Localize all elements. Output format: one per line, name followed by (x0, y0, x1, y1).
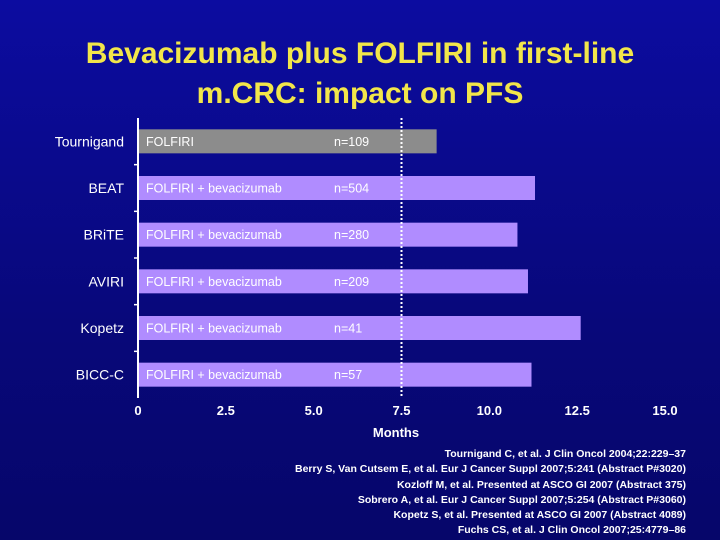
category-label: BEAT (88, 180, 124, 196)
bar-aviri (139, 269, 528, 294)
category-label: BRiTE (84, 227, 124, 243)
x-tick-label: 15.0 (652, 403, 677, 418)
bar-label: FOLFIRI + bevacizumab (146, 275, 282, 289)
title-line-1: Bevacizumab plus FOLFIRI in first-line (85, 37, 635, 70)
x-tick-label: 10.0 (477, 403, 502, 418)
reference-6: Fuchs CS, et al. J Clin Oncol 2007;25:47… (457, 524, 686, 537)
bar-beat (139, 176, 536, 200)
x-tick-label: 7.5 (392, 403, 410, 418)
category-label: Kopetz (80, 320, 124, 336)
reference-2: Berry S, Van Cutsem E, et al. Eur J Canc… (294, 463, 686, 476)
category-label: BICC-C (76, 367, 124, 383)
title-line-2: m.CRC: impact on PFS (196, 77, 524, 110)
n-label: n=504 (334, 182, 369, 196)
reference-3: Kozloff M, et al. Presented at ASCO GI 2… (396, 478, 686, 491)
n-label: n=209 (334, 275, 369, 289)
x-axis-label: Months (372, 425, 420, 440)
x-tick-label: 0 (134, 403, 141, 418)
slide-title: Bevacizumab plus FOLFIRI in first-line m… (0, 34, 720, 114)
bar-brite (139, 222, 518, 247)
n-label: n=41 (334, 322, 362, 336)
x-tick-label: 5.0 (305, 403, 323, 418)
bar-label: FOLFIRI + bevacizumab (146, 228, 282, 242)
n-label: n=57 (334, 368, 362, 382)
reference-5: Kopetz S, et al. Presented at ASCO GI 20… (393, 509, 686, 522)
category-label: Tournigand (55, 133, 124, 149)
n-label: n=109 (334, 135, 369, 149)
bar-label: FOLFIRI (146, 135, 194, 149)
x-tick-label: 2.5 (217, 403, 235, 418)
bar-tournigand (139, 129, 437, 154)
bar-kopetz (139, 316, 581, 340)
reference-4: Sobrero A, et al. Eur J Cancer Suppl 200… (357, 493, 686, 506)
n-label: n=280 (334, 228, 369, 242)
category-label: AVIRI (88, 273, 124, 289)
x-tick-label: 12.5 (565, 403, 590, 418)
bar-label: FOLFIRI + bevacizumab (146, 368, 282, 382)
bar-label: FOLFIRI + bevacizumab (146, 182, 282, 196)
reference-1: Tournigand C, et al. J Clin Oncol 2004;2… (444, 448, 686, 460)
references: Tournigand C, et al. J Clin Oncol 2004;2… (295, 447, 686, 539)
bar-label: FOLFIRI + bevacizumab (146, 322, 282, 336)
bar-bicc-c (139, 362, 532, 387)
